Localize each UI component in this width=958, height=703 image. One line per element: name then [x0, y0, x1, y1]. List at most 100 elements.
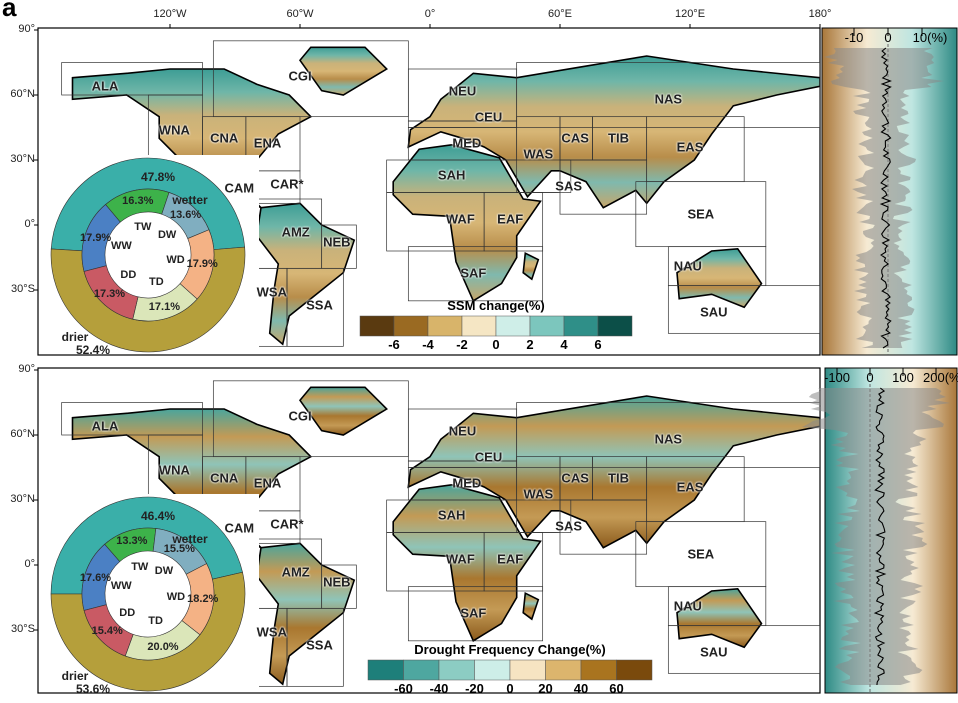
profile-tick-label: 0 [866, 370, 874, 385]
region-box [483, 192, 544, 252]
donut-inner-label: DW [154, 564, 174, 577]
region-label-wna: WNA [158, 122, 190, 138]
colorbar-tick-label: -20 [465, 681, 484, 696]
latitude-label: 90° [18, 23, 35, 35]
colorbar-swatch [545, 659, 582, 681]
region-label-cgi: CGI [288, 68, 312, 83]
continent [298, 46, 388, 96]
latitude-label: 30°S [11, 623, 35, 635]
region-box [516, 62, 820, 128]
region-label-wsa: WSA [256, 624, 287, 640]
region-label-waf: WAF [445, 551, 475, 566]
colorbar-tick-label: 40 [573, 681, 589, 696]
land-group [61, 40, 820, 347]
region-label-ena: ENA [253, 135, 282, 151]
donut-drier-label: drier [61, 669, 89, 683]
region-label-sas: SAS [555, 518, 583, 534]
map-panel-1 [34, 367, 958, 694]
region-box [407, 586, 544, 642]
donut-drier-label: drier [61, 330, 89, 344]
region-label-sea: SEA [687, 546, 715, 562]
colorbar-swatch [427, 315, 463, 337]
profile-tick-label: -10 [844, 30, 864, 45]
region-label-wsa: WSA [256, 284, 287, 300]
region-box [516, 402, 820, 468]
donut-inner-label: DD [119, 606, 136, 619]
donut-inner-label: WW [110, 240, 132, 253]
colorbar-swatch [580, 659, 617, 681]
colorbar-swatch [438, 659, 475, 681]
colorbar-swatch [367, 659, 404, 681]
region-label-cna: CNA [210, 130, 239, 146]
continent [407, 395, 820, 549]
region-label-ssa: SSA [306, 297, 333, 313]
profile-tick-label: 200(%) [923, 370, 958, 385]
latitude-label: 0° [24, 558, 35, 570]
region-label-med: MED [452, 135, 482, 151]
continent [392, 143, 542, 302]
donut-inner-label: TD [149, 275, 164, 288]
region-label-nau: NAU [673, 598, 702, 614]
latitude-label: 30°N [10, 493, 35, 505]
region-label-neu: NEU [448, 83, 477, 99]
continent [298, 386, 388, 436]
profile-tick-label: -100 [823, 370, 851, 385]
colorbar-swatch [393, 315, 429, 337]
colorbar-tick-label: 0 [492, 337, 500, 352]
colorbar-tick-label: 20 [538, 681, 553, 696]
donut-inner-label: WW [110, 579, 132, 592]
profile-mean-line [873, 387, 887, 686]
colorbar-tick-label: -6 [388, 337, 400, 352]
latitude-label: 60°N [10, 88, 35, 100]
donut-inner-label: DW [157, 228, 177, 241]
colorbar-swatch [461, 315, 497, 337]
region-label-nas: NAS [654, 91, 683, 107]
region-box [61, 402, 203, 436]
region-label-cam: CAM [224, 180, 255, 196]
profile-spread-band [823, 48, 944, 348]
donut-inner-value: 16.3% [122, 194, 154, 207]
donut-inner-value: 17.9% [80, 232, 112, 245]
longitude-label: 0° [424, 8, 436, 20]
colorbar-tick-label: -4 [422, 337, 434, 352]
donut-inner-label: TD [148, 614, 163, 627]
region-label-ala: ALA [91, 78, 119, 94]
continent [522, 591, 540, 621]
region-label-tib: TIB [608, 470, 629, 486]
donut-inner-value: 13.3% [116, 535, 148, 548]
panel-label: a [2, 0, 17, 22]
profile-spread-band [801, 388, 951, 685]
latitude-label: 0° [24, 218, 35, 230]
region-label-neu: NEU [448, 423, 477, 439]
region-label-sau: SAU [700, 644, 728, 660]
donut-inner-value: 17.3% [93, 288, 126, 301]
donut-wetter-value: 46.4% [140, 509, 176, 523]
region-label-amz: AMZ [281, 564, 310, 579]
region-label-cas: CAS [561, 470, 589, 486]
continent [676, 587, 763, 649]
region-label-sau: SAU [700, 304, 728, 320]
colorbar-tick-label: -2 [456, 337, 468, 352]
land-group [61, 380, 820, 687]
donut-inner-label: WD [166, 590, 186, 603]
donut-wetter-label: wetter [172, 193, 208, 207]
region-box [286, 267, 344, 347]
region-label-eas: EAS [676, 479, 704, 495]
profile-tick-label: 100 [892, 370, 914, 385]
region-box [559, 499, 648, 555]
colorbar-swatch [359, 315, 395, 337]
region-label-ceu: CEU [474, 449, 503, 465]
colorbar-swatch [563, 315, 599, 337]
region-box [667, 625, 820, 674]
colorbar-title: Drought Frequency Change(%) [414, 642, 606, 657]
donut-wetter-label: wetter [172, 532, 208, 546]
longitude-label: 120°E [674, 8, 706, 20]
donut-drier-value: 52.4% [75, 343, 111, 357]
colorbar-tick-label: -40 [429, 681, 449, 696]
longitude-label: 60°W [286, 8, 314, 20]
donut-inner-label: TW [131, 561, 149, 574]
latitude-label: 60°N [10, 428, 35, 440]
region-label-eaf: EAF [497, 211, 524, 226]
